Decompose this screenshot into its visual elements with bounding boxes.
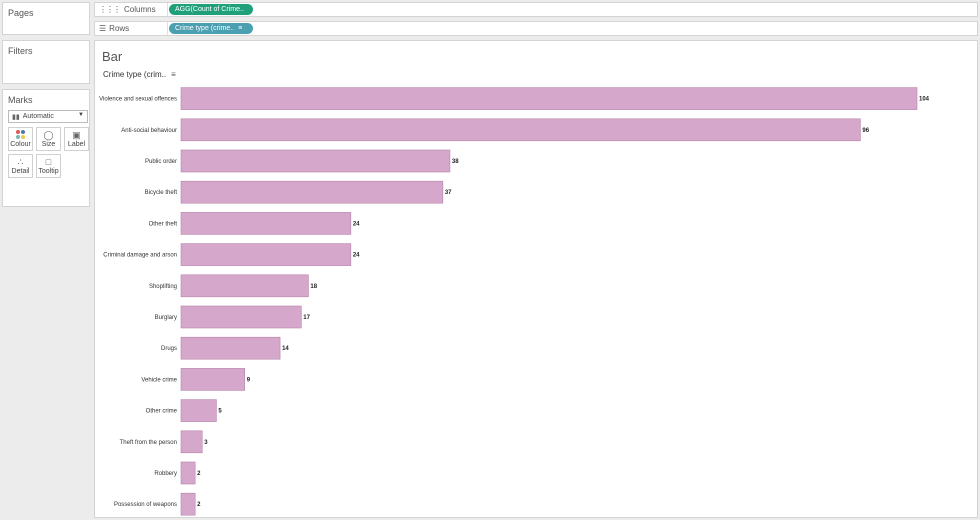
bar[interactable]	[180, 118, 861, 142]
filters-card[interactable]: Filters	[2, 40, 90, 84]
value-label: 3	[204, 440, 208, 446]
category-label: Drugs	[161, 346, 177, 352]
row-header[interactable]: Crime type (crim.. ≡	[103, 70, 176, 79]
label-icon: ▣	[72, 130, 81, 140]
mark-type-value: Automatic	[22, 113, 54, 120]
category-label: Vehicle crime	[141, 377, 177, 383]
colour-label: Colour	[10, 141, 31, 148]
marks-title: Marks	[8, 95, 33, 105]
filters-title: Filters	[8, 46, 33, 56]
bar[interactable]	[180, 399, 217, 422]
tooltip-label: Tooltip	[38, 168, 59, 175]
value-label: 38	[452, 159, 459, 165]
value-label: 24	[353, 253, 360, 259]
size-label: Size	[41, 141, 56, 148]
value-label: 37	[445, 190, 452, 196]
size-icon: ◯	[43, 130, 54, 140]
rows-icon: ☰	[99, 24, 106, 33]
bar[interactable]	[180, 430, 203, 454]
pages-card[interactable]: Pages	[2, 2, 90, 35]
value-label: 18	[310, 284, 317, 290]
category-label: Public order	[145, 159, 177, 165]
colour-icon	[16, 130, 25, 139]
category-label: Theft from the person	[120, 440, 177, 446]
category-label: Other crime	[146, 409, 178, 415]
label-button[interactable]: ▣ Label	[64, 127, 89, 151]
bar[interactable]	[180, 368, 245, 391]
bar[interactable]	[180, 180, 444, 204]
columns-label: Columns	[124, 5, 156, 14]
columns-pill[interactable]: AGG(Count of Crime..	[169, 4, 253, 15]
label-label: Label	[67, 141, 86, 148]
sort-descending-icon: ≡	[238, 25, 243, 32]
marks-card: Marks ▮▮ Automatic ▼ Colour ◯ Size ▣ Lab…	[2, 89, 90, 207]
bar-chart-icon: ▮▮	[12, 113, 20, 121]
mark-type-dropdown[interactable]: ▮▮ Automatic ▼	[8, 110, 88, 123]
value-label: 5	[218, 409, 222, 415]
bar[interactable]	[180, 212, 352, 235]
value-label: 14	[282, 346, 289, 352]
rows-pill-text: Crime type (crime..	[175, 25, 235, 32]
value-label: 17	[303, 315, 310, 321]
bar[interactable]	[180, 274, 309, 298]
sheet-title: Bar	[102, 49, 123, 64]
rows-label: Rows	[109, 24, 130, 33]
bar[interactable]	[180, 243, 352, 266]
shelf-divider	[167, 22, 168, 35]
colour-button[interactable]: Colour	[8, 127, 33, 151]
bar[interactable]	[180, 461, 196, 485]
category-label: Violence and sexual offences	[99, 97, 177, 103]
shelf-divider	[167, 3, 168, 16]
detail-button[interactable]: ∴ Detail	[8, 154, 33, 178]
bar[interactable]	[180, 305, 302, 329]
tooltip-button[interactable]: □ Tooltip	[36, 154, 61, 178]
pages-title: Pages	[8, 8, 34, 18]
size-button[interactable]: ◯ Size	[36, 127, 61, 151]
category-label: Anti-social behaviour	[121, 128, 177, 134]
columns-pill-text: AGG(Count of Crime..	[175, 6, 244, 13]
category-label: Criminal damage and arson	[103, 253, 177, 259]
bar[interactable]	[180, 336, 281, 360]
chevron-down-icon: ▼	[78, 112, 84, 118]
category-label: Robbery	[154, 471, 177, 477]
bar-chart: Violence and sexual offences 104 Anti-soci…	[99, 87, 930, 516]
bar[interactable]	[180, 87, 918, 110]
columns-shelf[interactable]: ⋮⋮⋮ Columns AGG(Count of Crime..	[94, 2, 978, 17]
tooltip-icon: □	[45, 157, 52, 167]
sort-descending-icon[interactable]: ≡	[171, 70, 176, 79]
detail-label: Detail	[11, 168, 30, 175]
category-label: Possession of weapons	[114, 502, 177, 508]
detail-icon: ∴	[17, 157, 24, 167]
value-label: 24	[353, 221, 360, 227]
value-label: 104	[919, 97, 930, 103]
value-label: 2	[197, 502, 201, 508]
category-label: Shoplifting	[149, 284, 177, 290]
columns-shelf-label-wrap: ⋮⋮⋮ Columns	[99, 5, 156, 14]
rows-shelf-label-wrap: ☰ Rows	[99, 24, 129, 33]
viz-panel: Bar Crime type (crim.. ≡ Violence and se…	[94, 40, 978, 518]
rows-pill[interactable]: Crime type (crime.. ≡	[169, 23, 253, 34]
category-label: Other theft	[149, 221, 178, 227]
bar[interactable]	[180, 492, 196, 516]
rows-shelf[interactable]: ☰ Rows Crime type (crime.. ≡	[94, 21, 978, 36]
value-label: 9	[247, 377, 251, 383]
row-header-label: Crime type (crim..	[103, 70, 167, 79]
bar[interactable]	[180, 149, 451, 173]
category-label: Bicycle theft	[145, 190, 178, 196]
value-label: 96	[862, 128, 869, 134]
columns-icon: ⋮⋮⋮	[99, 5, 121, 14]
category-label: Burglary	[155, 315, 177, 321]
value-label: 2	[197, 471, 201, 477]
